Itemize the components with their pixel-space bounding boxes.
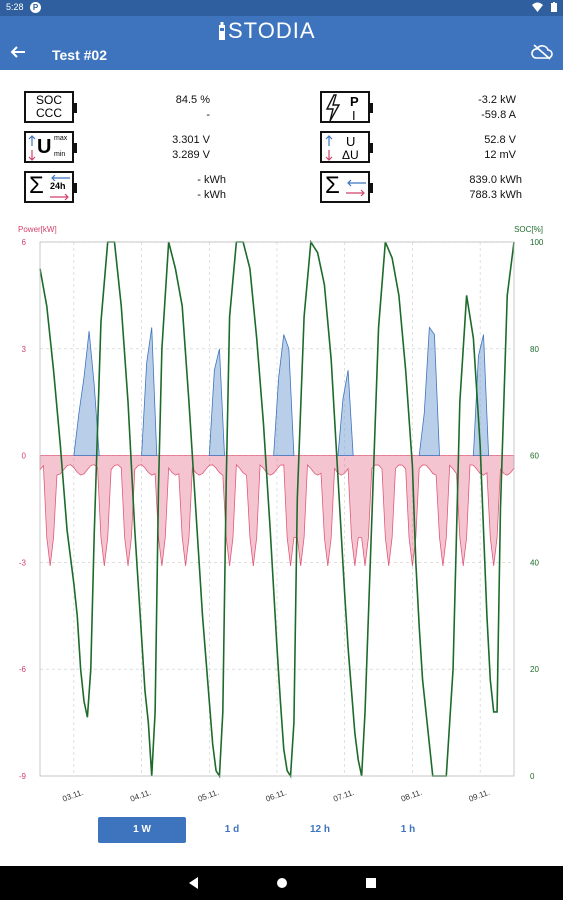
sigma-label: Σ xyxy=(29,172,44,199)
24h-tag: 24h xyxy=(50,181,66,191)
power-positive-area xyxy=(141,327,158,456)
right-tick-label: 20 xyxy=(530,665,539,674)
arrow-left-icon xyxy=(10,46,25,58)
tab-12-hours[interactable]: 12 h xyxy=(309,824,330,835)
power-positive-area xyxy=(73,330,100,456)
soc-value: 84.5 % xyxy=(175,94,210,106)
tab-1-day[interactable]: 1 d xyxy=(224,824,240,835)
u-label: U xyxy=(37,136,52,158)
power-soc-chart[interactable]: Power[kW] SOC[%] 6 100 3 80 0 60 -3 40 -6 20 -9 0 03… xyxy=(0,220,563,810)
system-nav-bar xyxy=(0,866,563,900)
right-tick-label: 60 xyxy=(530,452,539,461)
in-out-arrows-total-icon xyxy=(346,179,366,197)
x-tick-label: 09.11. xyxy=(468,788,491,804)
page-title: Test #02 xyxy=(52,47,107,63)
p-label: P xyxy=(350,94,359,109)
brand-logo: STODIA xyxy=(218,18,316,44)
power-value: -3.2 kW xyxy=(478,94,516,106)
left-tick-label: -3 xyxy=(19,558,27,567)
voltage-total-value: 52.8 V xyxy=(484,134,516,146)
current-value: -59.8 A xyxy=(481,109,516,121)
notification-icon: P xyxy=(30,2,41,13)
right-tick-label: 0 xyxy=(530,772,535,781)
sigma-total-label: Σ xyxy=(325,172,340,199)
brand-name: STODIA xyxy=(228,18,316,43)
x-tick-label: 06.11. xyxy=(264,788,287,804)
delta-u-label: ΔU xyxy=(342,148,359,162)
energy-24h-icon: Σ 24h xyxy=(24,171,77,203)
voltage-max-min-icon: U max min xyxy=(24,131,77,163)
left-tick-label: 3 xyxy=(22,345,27,354)
power-positive-area xyxy=(337,370,354,456)
x-tick-label: 03.11. xyxy=(61,788,84,804)
energy-total-in-value: 839.0 kWh xyxy=(469,174,522,186)
soc-ccc-icon: SOC CCC xyxy=(24,91,77,123)
right-axis-label: SOC[%] xyxy=(514,225,543,234)
energy-total-icon: Σ xyxy=(320,171,373,203)
left-tick-label: 6 xyxy=(22,238,27,247)
battery-icon xyxy=(551,2,557,12)
status-icons xyxy=(532,2,557,12)
voltage-delta-value: 12 mV xyxy=(484,149,516,161)
power-positive-area xyxy=(472,334,490,456)
i-label: I xyxy=(352,108,356,123)
recents-nav-icon[interactable] xyxy=(363,875,379,891)
power-positive-area xyxy=(273,334,295,456)
time-range-tabs: 1 W 1 d 12 h 1 h xyxy=(98,817,478,843)
x-tick-label: 07.11. xyxy=(332,788,355,804)
left-tick-label: 0 xyxy=(22,452,27,461)
energy-total-out-value: 788.3 kWh xyxy=(469,189,522,201)
up-down-arrow-icon xyxy=(28,135,36,161)
soc-line xyxy=(39,239,515,779)
app-bar: STODIA Test #02 xyxy=(0,16,563,70)
soc-series xyxy=(39,239,515,779)
tab-1-week[interactable]: 1 W xyxy=(98,817,186,843)
right-tick-label: 100 xyxy=(530,238,544,247)
home-nav-icon[interactable] xyxy=(274,875,290,891)
power-current-icon: P I xyxy=(320,91,373,123)
up-down-arrow-icon-2 xyxy=(325,135,333,161)
x-tick-label: 05.11. xyxy=(197,788,220,804)
metrics-panel: SOC CCC 84.5 % - P I -3.2 kW -59.8 A U m… xyxy=(0,85,563,210)
left-tick-label: -6 xyxy=(19,665,27,674)
voltage-min-value: 3.289 V xyxy=(172,149,210,161)
left-tick-label: -9 xyxy=(19,772,27,781)
u-total-label: U xyxy=(346,134,356,149)
back-nav-icon[interactable] xyxy=(186,875,202,891)
plot-frame xyxy=(39,241,515,777)
battery-logo-icon xyxy=(219,22,225,40)
left-axis-label: Power[kW] xyxy=(18,225,57,234)
min-label: min xyxy=(54,151,66,158)
x-tick-label: 04.11. xyxy=(129,788,152,804)
tab-1-hour[interactable]: 1 h xyxy=(400,824,416,835)
back-button[interactable] xyxy=(10,44,30,64)
max-label: max xyxy=(54,135,68,142)
energy-24h-in-value: - kWh xyxy=(197,174,226,186)
energy-24h-out-value: - kWh xyxy=(197,189,226,201)
cloud-off-button[interactable] xyxy=(531,44,553,64)
soc-label: SOC xyxy=(35,93,62,107)
cloud-off-icon xyxy=(531,44,553,60)
power-positive-area xyxy=(208,348,225,456)
right-tick-label: 80 xyxy=(530,345,539,354)
status-time: 5:28 xyxy=(6,2,24,12)
power-positive-area xyxy=(418,326,440,456)
in-out-arrows-icon xyxy=(50,175,70,201)
right-tick-label: 40 xyxy=(530,558,539,567)
ccc-label: CCC xyxy=(36,106,62,120)
x-tick-label: 08.11. xyxy=(400,788,423,804)
wifi-icon xyxy=(532,2,543,12)
voltage-delta-icon: U ΔU xyxy=(320,131,373,163)
ccc-value: - xyxy=(206,109,210,121)
lightning-icon xyxy=(325,94,341,122)
status-bar: 5:28 P xyxy=(0,0,563,16)
chart-grid xyxy=(40,241,514,777)
voltage-max-value: 3.301 V xyxy=(172,134,210,146)
